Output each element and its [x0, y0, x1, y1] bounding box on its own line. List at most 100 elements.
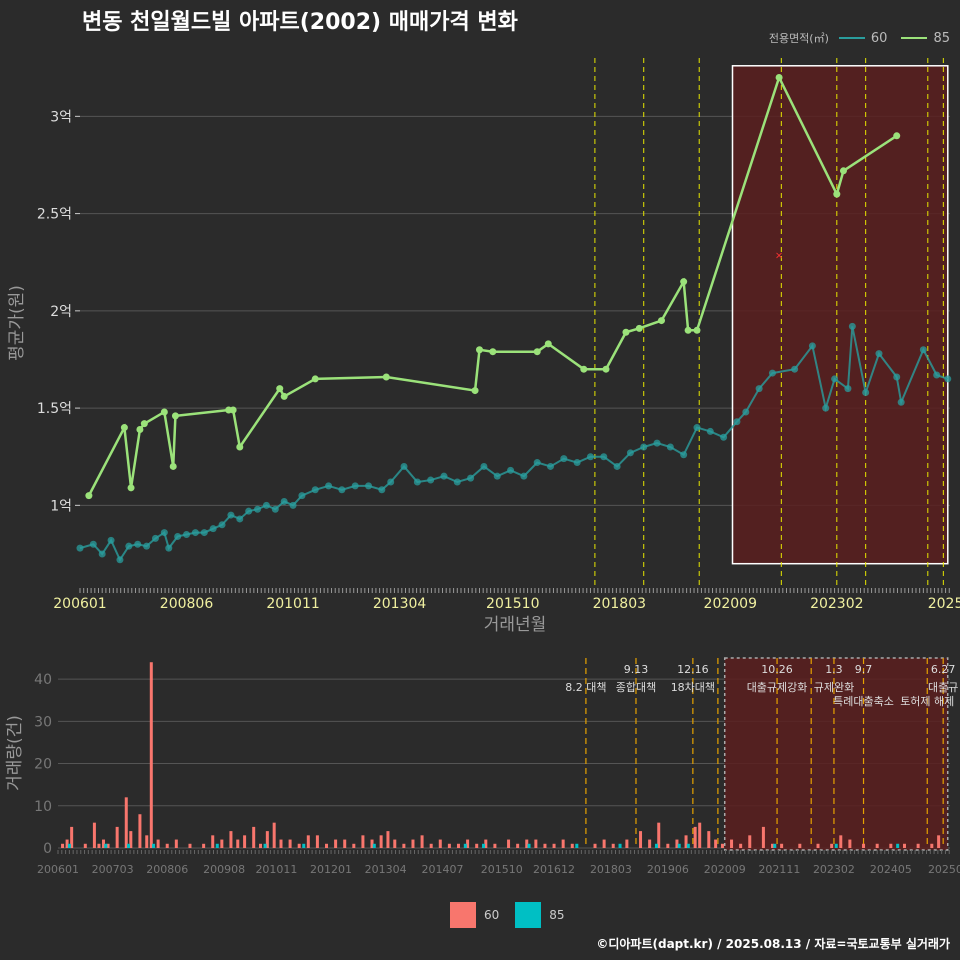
- volume-ytick-label: 0: [43, 841, 52, 857]
- volume-bar-60: [937, 835, 941, 848]
- volume-bar-60: [361, 835, 365, 848]
- volume-bar-60: [493, 843, 497, 848]
- volume-bar-60: [456, 843, 460, 848]
- series-60-point: [848, 322, 856, 330]
- series-60-point: [586, 453, 594, 461]
- volume-bar-60: [259, 843, 263, 848]
- volume-bar-60: [552, 843, 556, 848]
- volume-bar-85: [372, 843, 376, 848]
- volume-bar-85: [127, 843, 131, 848]
- series-60-point: [919, 346, 927, 354]
- series-60-point: [151, 534, 159, 542]
- series-85-point: [120, 424, 128, 432]
- volume-xtick-label: 201407: [422, 863, 464, 876]
- policy-name-label: 토허제 해제: [900, 694, 954, 708]
- series-60-point: [822, 404, 830, 412]
- policy-date-label: 12.16: [677, 663, 709, 676]
- series-85-point: [140, 420, 148, 428]
- legend-box-60: [450, 902, 476, 928]
- policy-name-label: 대출규: [928, 681, 958, 694]
- volume-xtick-label: 200601: [37, 863, 79, 876]
- series-60-point: [573, 459, 581, 467]
- series-60-point: [227, 511, 235, 519]
- series-60-point: [338, 486, 346, 494]
- volume-bar-60: [149, 662, 153, 848]
- volume-bar-60: [115, 826, 119, 848]
- series-85-point: [544, 340, 552, 348]
- series-60-point: [467, 474, 475, 482]
- series-60-point: [742, 408, 750, 416]
- volume-xtick-label: 20250: [928, 863, 960, 876]
- series-60-point: [107, 536, 115, 544]
- volume-bar-60: [370, 839, 374, 848]
- series-60-point: [325, 482, 333, 490]
- price-xtick-label: 200601: [53, 596, 106, 612]
- volume-bar-60: [325, 843, 329, 848]
- volume-bar-60: [657, 822, 661, 848]
- volume-bar-85: [773, 843, 777, 848]
- series-60-point: [200, 529, 208, 537]
- volume-bar-60: [165, 843, 169, 848]
- series-85-point: [580, 365, 588, 373]
- series-85-line: [87, 74, 898, 497]
- volume-bar-60: [438, 839, 442, 848]
- volume-bar-85: [677, 843, 681, 848]
- legend-box-85: [515, 902, 542, 928]
- legend-label-60: 60: [870, 30, 888, 46]
- volume-bar-60: [279, 839, 283, 848]
- volume-bar-60: [386, 831, 390, 848]
- series-60-point: [493, 472, 501, 480]
- price-ytick-label: 2.5억: [37, 207, 72, 223]
- volume-bar-60: [145, 835, 149, 848]
- volume-bar-60: [534, 839, 538, 848]
- series-60-point: [143, 542, 151, 550]
- volume-bar-60: [902, 843, 906, 848]
- volume-yaxis-title: 거래량(건): [5, 715, 25, 791]
- series-85-point: [839, 167, 847, 175]
- volume-bar-60: [106, 843, 110, 848]
- legend-swatch-60: [838, 37, 865, 39]
- volume-bar-60: [714, 839, 718, 848]
- volume-bar-60: [402, 843, 406, 848]
- volume-bar-60: [525, 839, 529, 848]
- price-xtick-label: 202302: [810, 596, 863, 612]
- series-60-point: [183, 531, 191, 539]
- series-85-point: [680, 278, 688, 286]
- volume-bar-60: [484, 839, 488, 848]
- series-85-point: [533, 348, 541, 356]
- series-60-point: [191, 529, 199, 537]
- series-60-point: [280, 497, 288, 505]
- policy-name-label: 8.2 대책: [565, 681, 606, 694]
- series-60-point: [693, 424, 701, 432]
- price-xtick-label: 201510: [486, 596, 539, 612]
- policy-date-label: 10.26: [761, 663, 793, 676]
- volume-xtick-label: 201612: [533, 863, 575, 876]
- series-60-point: [209, 525, 217, 533]
- volume-xtick-label: 201803: [590, 863, 632, 876]
- volume-bar-60: [188, 843, 192, 848]
- series-60-point: [311, 486, 319, 494]
- volume-bar-60: [334, 839, 338, 848]
- series-85-point: [169, 462, 177, 470]
- series-60-point: [453, 478, 461, 486]
- volume-bar-60: [61, 843, 65, 848]
- volume-bar-60: [202, 843, 206, 848]
- price-chart: 1억 1.5억 2억 2.5억 3억 200601 200806 201011 201304 20…: [7, 58, 960, 635]
- series-60-point: [680, 451, 688, 459]
- volume-bar-60: [666, 843, 670, 848]
- policy-name-label: 18차대책: [671, 681, 715, 694]
- series-60-point: [720, 433, 728, 441]
- volume-bar-60: [83, 843, 87, 848]
- volume-bar-60: [730, 839, 734, 848]
- volume-bar-85: [834, 843, 838, 848]
- series-60-point: [706, 427, 714, 435]
- series-60-point: [547, 462, 555, 470]
- outlier-mark: ×: [775, 250, 783, 261]
- series-60-point: [98, 550, 106, 558]
- volume-bar-85: [482, 843, 486, 848]
- volume-bar-60: [916, 843, 920, 848]
- volume-bar-60: [352, 843, 356, 848]
- series-85-point: [635, 324, 643, 332]
- volume-bar-60: [516, 843, 520, 848]
- series-85-point: [236, 443, 244, 451]
